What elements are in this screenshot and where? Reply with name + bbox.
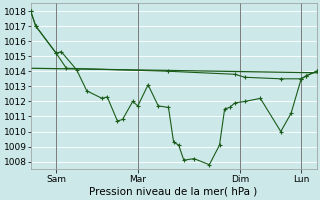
X-axis label: Pression niveau de la mer( hPa ): Pression niveau de la mer( hPa ) <box>90 187 258 197</box>
